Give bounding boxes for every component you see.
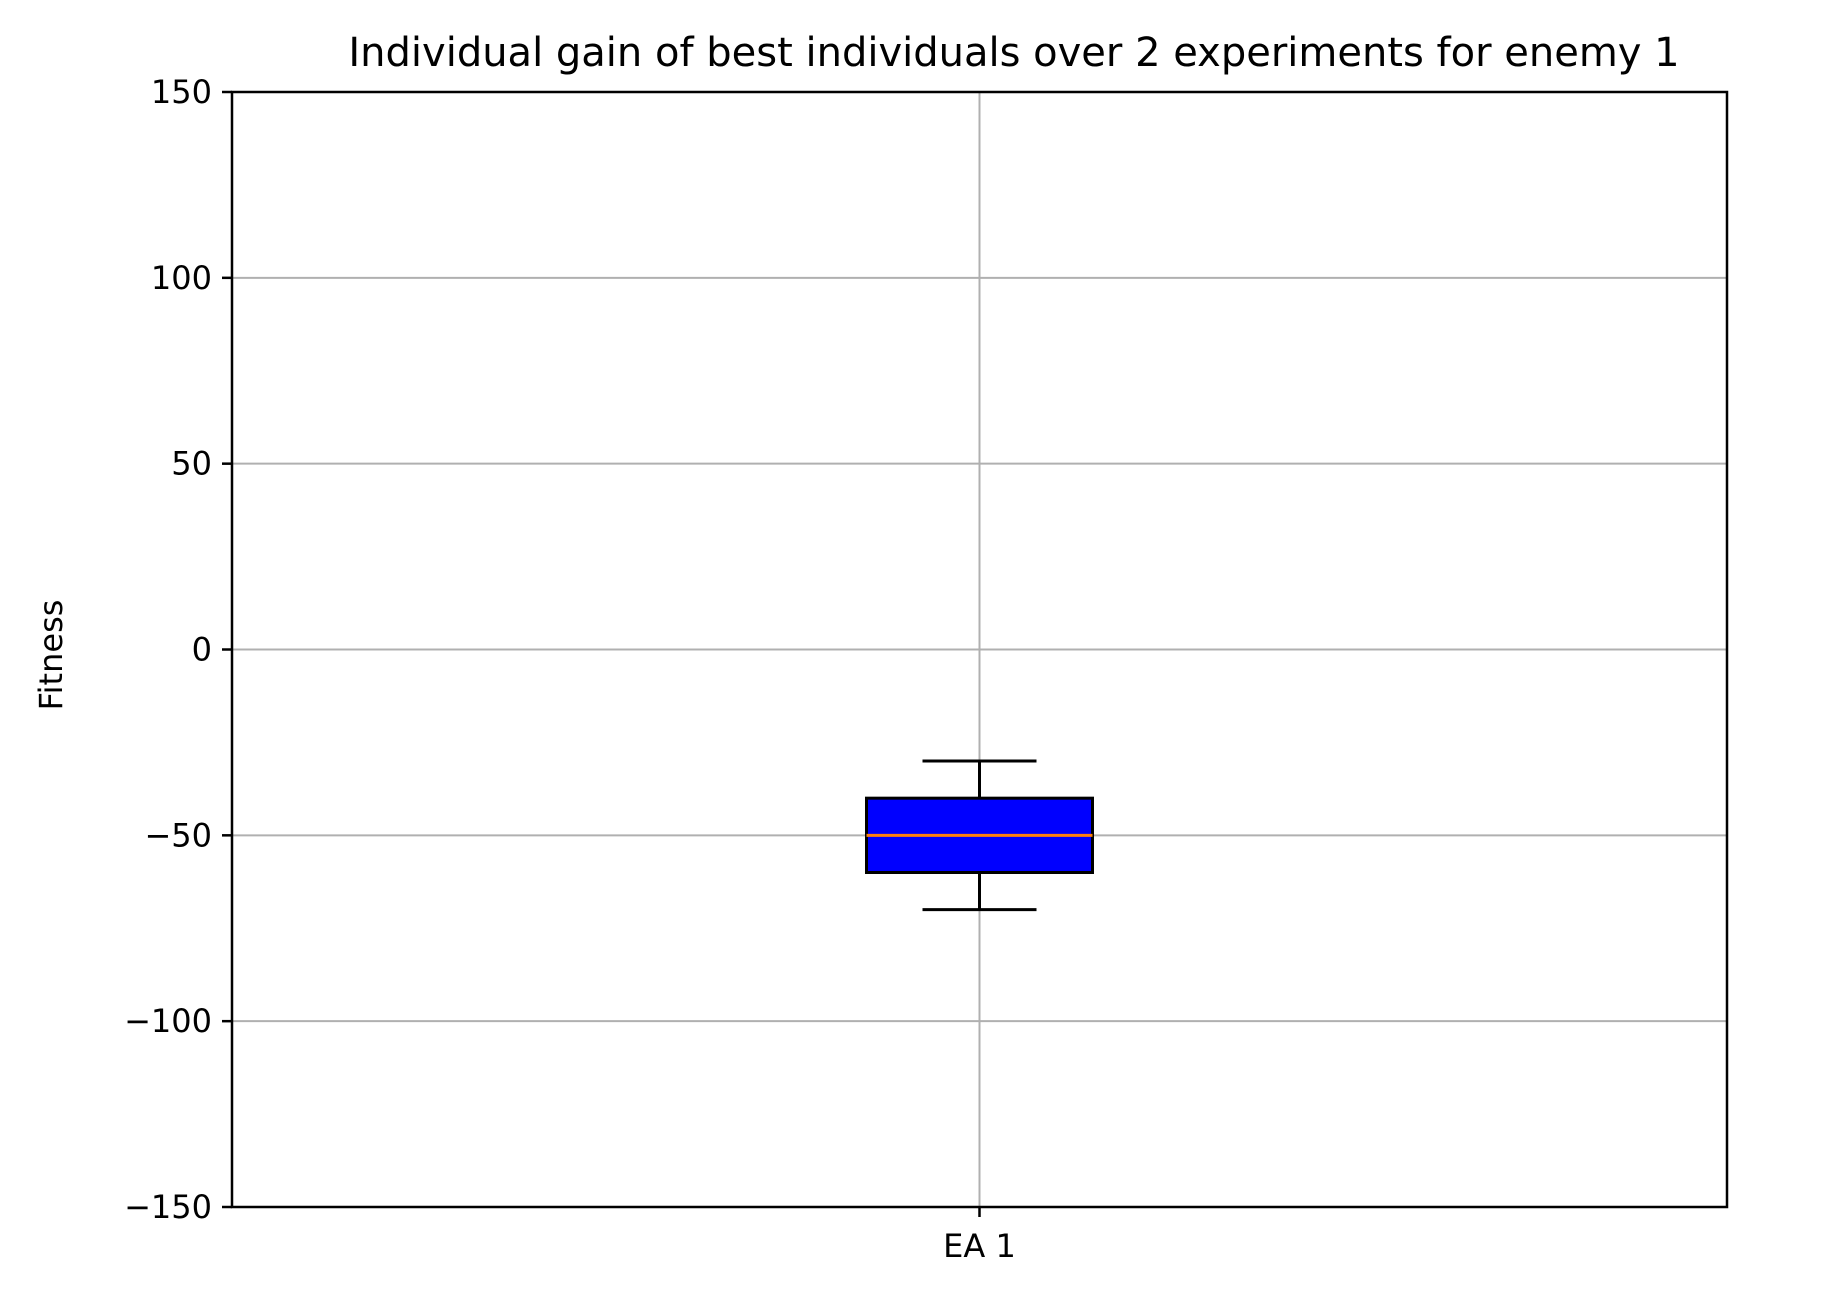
x-tick-label: EA 1 (943, 1227, 1016, 1265)
y-tick-label: −100 (124, 1002, 212, 1040)
y-tick-label: 150 (151, 73, 212, 111)
box-layer (865, 759, 1094, 912)
y-tick-label: −150 (124, 1188, 212, 1226)
y-tick-label: 50 (171, 445, 212, 483)
y-axis-label: Fitness (32, 600, 70, 711)
x-axis-ticks: EA 1 (943, 1207, 1016, 1265)
y-tick-label: 0 (192, 631, 212, 669)
y-tick-label: 100 (151, 259, 212, 297)
chart-title: Individual gain of best individuals over… (348, 30, 1679, 76)
y-axis-ticks: −150 −100 −50 0 50 100 150 (124, 73, 232, 1226)
grid-layer (232, 91, 1727, 1208)
y-tick-label: −50 (144, 816, 212, 854)
